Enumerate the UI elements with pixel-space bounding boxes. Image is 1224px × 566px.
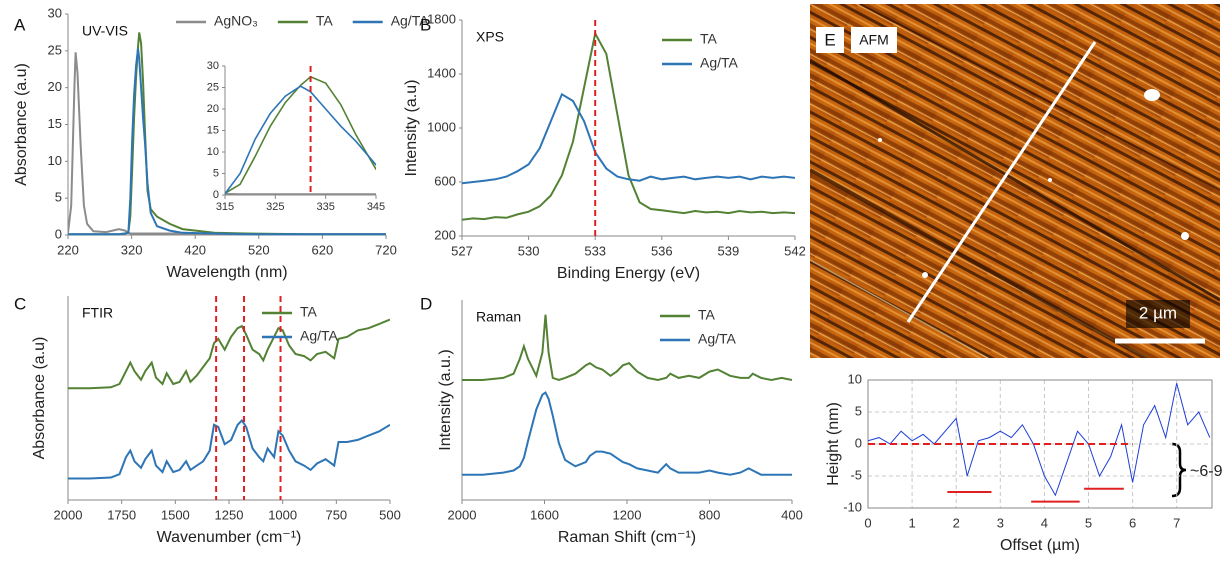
legend-label: TA	[698, 307, 716, 323]
x-tick-label: 5	[1085, 515, 1092, 530]
chart-title: Raman	[476, 309, 521, 325]
series-line	[462, 393, 792, 475]
y-tick-label: 5	[213, 167, 219, 179]
x-tick-label: 3	[997, 515, 1004, 530]
x-tick-label: 2000	[54, 507, 83, 522]
y-tick-label: 15	[48, 116, 62, 131]
x-tick-label: 7	[1173, 515, 1180, 530]
x-tick-label: 620	[312, 242, 334, 257]
y-tick-label: -5	[850, 467, 862, 482]
afm-image: E AFM 2 µm	[810, 4, 1220, 420]
panel-label: A	[14, 15, 26, 34]
y-tick-label: 1400	[427, 65, 456, 80]
x-tick-label: 0	[864, 515, 871, 530]
x-tick-label: 533	[584, 243, 606, 258]
x-axis-title: Binding Energy (eV)	[557, 265, 700, 282]
legend-label: TA	[300, 304, 318, 320]
x-tick-label: 536	[651, 243, 673, 258]
y-tick-label: 30	[48, 5, 62, 20]
y-tick-label: 10	[48, 153, 62, 168]
chart-title: FTIR	[82, 305, 113, 321]
x-axis-title: Wavenumber (cm⁻¹)	[157, 529, 302, 546]
x-tick-label: 2000	[448, 507, 477, 522]
x-axis-title: Raman Shift (cm⁻¹)	[558, 529, 696, 546]
x-tick-label: 1200	[613, 507, 642, 522]
legend-label: AgNO₃	[214, 13, 258, 29]
y-tick-label: 1800	[427, 11, 456, 26]
panel-label: E	[824, 30, 835, 49]
legend-label: Ag/TA	[698, 331, 737, 347]
x-tick-label: 1250	[215, 507, 244, 522]
series-line	[68, 421, 390, 479]
y-tick-label: 25	[48, 42, 62, 57]
x-tick-label: 1750	[107, 507, 136, 522]
series-line	[68, 320, 390, 389]
x-tick-label: 4	[1041, 515, 1048, 530]
panel-label: B	[420, 15, 431, 34]
brace	[1172, 444, 1186, 496]
x-tick-label: 1000	[268, 507, 297, 522]
x-tick-label: 420	[184, 242, 206, 257]
y-tick-label: 0	[55, 226, 62, 241]
y-tick-label: 20	[207, 103, 219, 115]
y-tick-label: 10	[207, 146, 219, 158]
page: {"chart_data": [ {"type": "line", "panel…	[0, 0, 1224, 566]
x-tick-label: 1600	[530, 507, 559, 522]
chart-title: XPS	[476, 29, 504, 45]
x-tick-label: 800	[699, 507, 721, 522]
y-tick-label: 15	[207, 124, 219, 136]
x-tick-label: 335	[316, 201, 334, 213]
y-tick-label: 25	[207, 81, 219, 93]
legend-label: TA	[316, 13, 334, 29]
y-tick-label: 1000	[427, 119, 456, 134]
x-tick-label: 6	[1129, 515, 1136, 530]
y-tick-label: 600	[434, 173, 456, 188]
x-tick-label: 2	[953, 515, 960, 530]
x-tick-label: 320	[121, 242, 143, 257]
x-tick-label: 1	[908, 515, 915, 530]
y-tick-label: 5	[55, 190, 62, 205]
y-tick-label: -10	[843, 499, 862, 514]
x-tick-label: 720	[375, 242, 397, 257]
x-tick-label: 542	[784, 243, 806, 258]
y-tick-label: 5	[855, 403, 862, 418]
series-line	[462, 34, 795, 220]
x-tick-label: 220	[57, 242, 79, 257]
y-tick-label: 0	[855, 435, 862, 450]
x-tick-label: 750	[325, 507, 347, 522]
x-tick-label: 520	[248, 242, 270, 257]
x-tick-label: 1500	[161, 507, 190, 522]
y-tick-label: 20	[48, 79, 62, 94]
x-tick-label: 400	[781, 507, 803, 522]
series-line	[868, 383, 1210, 495]
y-tick-label: 30	[207, 60, 219, 72]
scale-bar-label: 2 µm	[1139, 303, 1177, 322]
y-axis-title: Height (nm)	[825, 402, 842, 486]
x-axis-title: Offset (µm)	[1000, 537, 1080, 554]
y-axis-title: Intensity (a.u.)	[437, 349, 454, 450]
y-axis-title: Absorbance (a.u)	[13, 63, 30, 186]
y-axis-title: Intensity (a.u)	[403, 80, 420, 177]
panel-label: D	[420, 294, 432, 313]
y-tick-label: 10	[848, 371, 862, 386]
x-tick-label: 500	[379, 507, 401, 522]
x-tick-label: 530	[518, 243, 540, 258]
x-tick-label: 539	[718, 243, 740, 258]
legend-label: Ag/TA	[300, 328, 339, 344]
panel-label: C	[14, 294, 26, 313]
x-tick-label: 325	[266, 201, 284, 213]
x-axis-title: Wavelength (nm)	[166, 264, 287, 281]
legend-label: TA	[700, 31, 718, 47]
chart-title: UV-VIS	[82, 23, 128, 39]
y-tick-label: 0	[213, 189, 219, 201]
figure: E AFM 2 µm 05101520253022032042052062072…	[0, 0, 1224, 566]
x-tick-label: 527	[451, 243, 473, 258]
y-axis-title: Absorbance (a.u)	[31, 337, 48, 460]
legend-label: Ag/TA	[700, 55, 739, 71]
y-tick-label: 200	[434, 227, 456, 242]
image-label: AFM	[859, 32, 889, 48]
x-tick-label: 315	[216, 201, 234, 213]
annotation: ~6-9 nm	[1190, 463, 1224, 480]
x-tick-label: 345	[367, 201, 385, 213]
